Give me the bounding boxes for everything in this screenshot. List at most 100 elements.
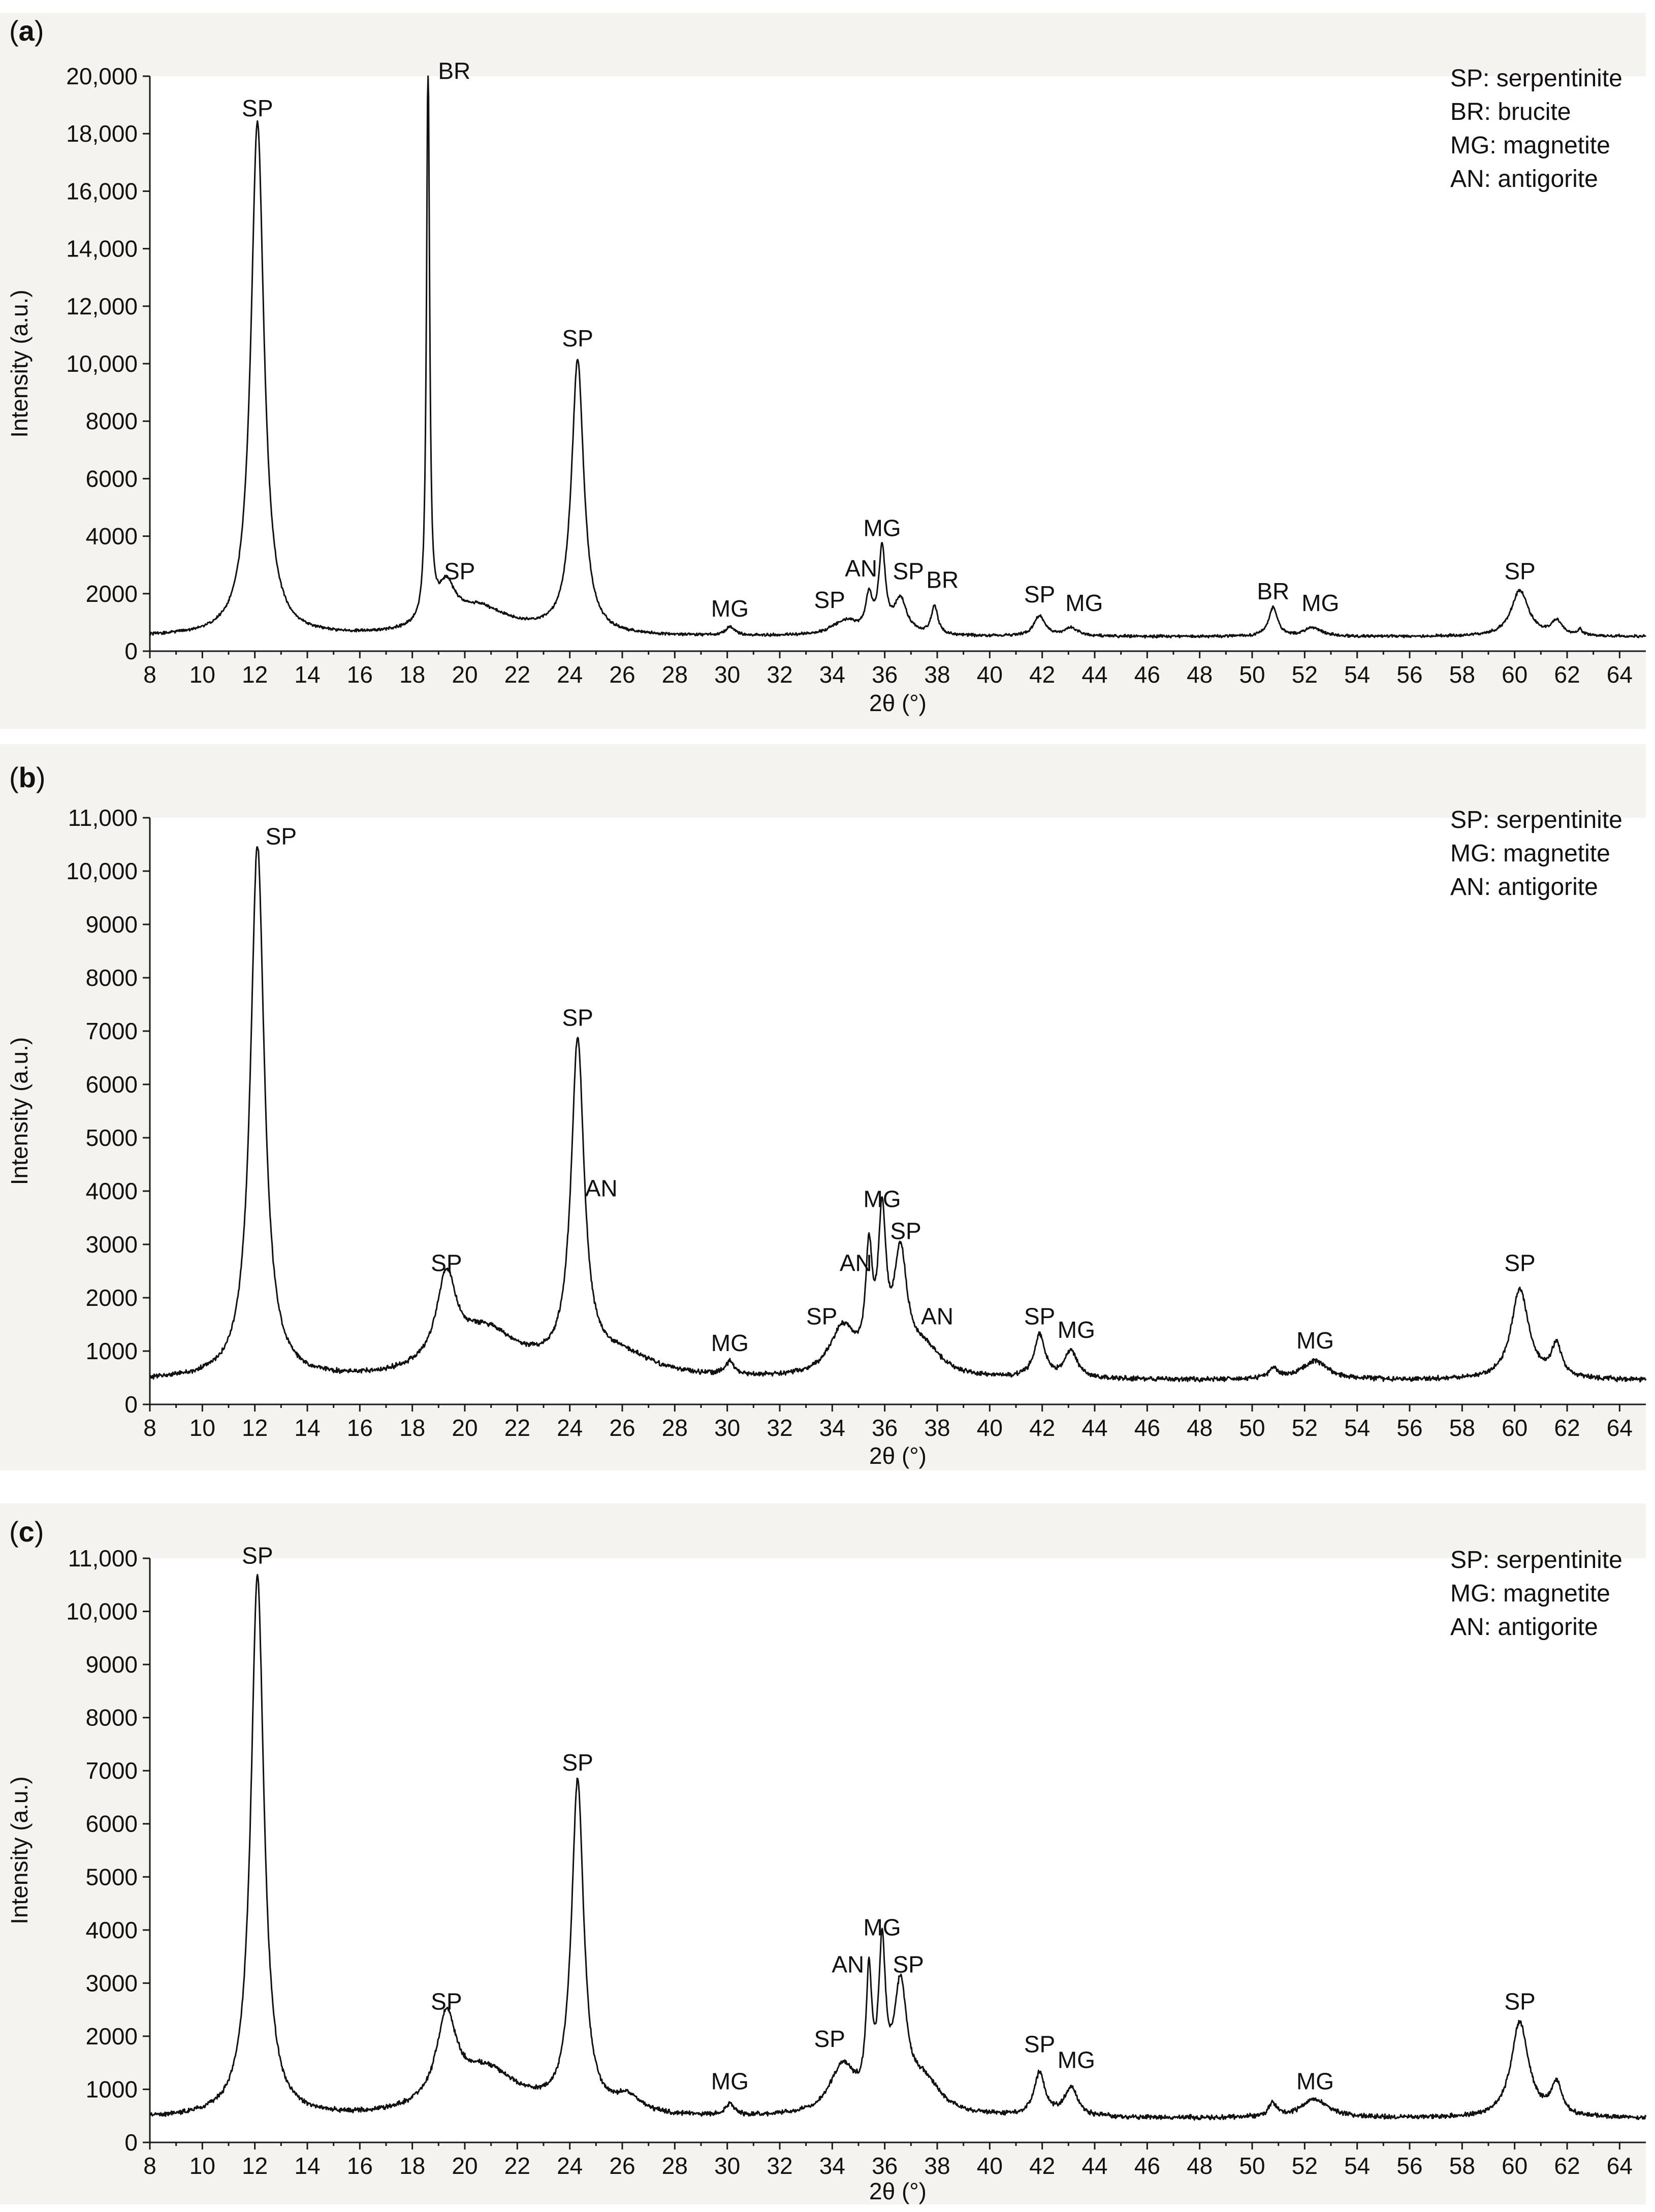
peak-label: MG <box>1058 2047 1095 2073</box>
peak-label: SP <box>431 1250 462 1276</box>
peak-label: SP <box>242 1542 273 1568</box>
x-tick-label: 38 <box>924 661 950 688</box>
x-tick-label: 56 <box>1396 1415 1422 1441</box>
x-tick-label: 52 <box>1292 2153 1318 2179</box>
x-tick-label: 24 <box>557 1415 583 1441</box>
y-tick-label: 10,000 <box>66 350 138 377</box>
y-tick-label: 3000 <box>86 1231 138 1258</box>
y-tick-label: 4000 <box>86 523 138 550</box>
peak-label: MG <box>1296 2068 1334 2094</box>
x-tick-label: 24 <box>557 2153 583 2179</box>
peak-label: AN <box>840 1250 872 1276</box>
peak-label: SP <box>1504 558 1535 585</box>
x-tick-label: 10 <box>189 2153 215 2179</box>
x-axis-label: 2θ (°) <box>869 690 927 716</box>
x-tick-label: 30 <box>714 661 740 688</box>
x-tick-label: 12 <box>242 2153 268 2179</box>
x-tick-label: 60 <box>1502 1415 1527 1441</box>
peak-label: SP <box>242 95 273 121</box>
peak-label: SP <box>562 1005 593 1031</box>
x-tick-label: 32 <box>767 2153 792 2179</box>
peak-label: SP <box>1024 2031 1055 2057</box>
x-tick-label: 36 <box>872 1415 898 1441</box>
xrd-pattern-line <box>149 1574 1647 2121</box>
x-tick-label: 42 <box>1029 1415 1055 1441</box>
legend-entry: MG: magnetite <box>1450 840 1610 867</box>
x-tick-label: 64 <box>1607 661 1633 688</box>
x-tick-label: 16 <box>347 2153 373 2179</box>
x-tick-label: 8 <box>143 661 156 688</box>
y-tick-label: 5000 <box>86 1864 138 1890</box>
peak-label: AN <box>921 1303 953 1330</box>
x-tick-label: 46 <box>1134 1415 1160 1441</box>
x-tick-label: 48 <box>1187 661 1213 688</box>
y-tick-label: 9000 <box>86 911 138 938</box>
y-tick-label: 20,000 <box>66 63 138 89</box>
y-tick-label: 0 <box>124 2129 138 2156</box>
x-tick-label: 48 <box>1187 1415 1213 1441</box>
peak-label: BR <box>1257 578 1289 604</box>
peak-label: MG <box>1065 590 1103 616</box>
x-tick-label: 12 <box>242 661 268 688</box>
panel-label: (b) <box>9 761 46 793</box>
panel-b: (b) 8 10 12 14 16 18 20 22 24 26 28 30 32 34 36 38 40 42 44… <box>0 744 1647 1470</box>
x-tick-label: 34 <box>819 1415 845 1441</box>
x-tick-label: 20 <box>452 661 478 688</box>
x-tick-label: 64 <box>1607 1415 1633 1441</box>
y-tick-label: 9000 <box>86 1651 138 1678</box>
x-tick-label: 14 <box>294 661 320 688</box>
x-tick-label: 26 <box>609 1415 635 1441</box>
y-tick-label: 12,000 <box>66 293 138 319</box>
y-tick-label: 2000 <box>86 581 138 607</box>
x-tick-label: 16 <box>347 1415 373 1441</box>
x-tick-label: 44 <box>1081 2153 1107 2179</box>
x-tick-label: 46 <box>1134 661 1160 688</box>
peak-label: MG <box>711 2068 749 2094</box>
x-tick-label: 14 <box>294 1415 320 1441</box>
x-tick-label: 30 <box>714 2153 740 2179</box>
y-tick-label: 2000 <box>86 1285 138 1311</box>
peak-label: SP <box>890 1218 921 1244</box>
panel-a: (a) 8 10 12 14 16 18 20 22 24 26 28 30 32 34 36 38 40 42 44… <box>0 13 1647 729</box>
peak-label: MG <box>1058 1317 1095 1343</box>
peak-label: BR <box>926 566 959 593</box>
x-tick-label: 16 <box>347 661 373 688</box>
y-tick-label: 1000 <box>86 2076 138 2102</box>
x-axis-label: 2θ (°) <box>869 2178 927 2204</box>
legend-entry: AN: antigorite <box>1450 1614 1598 1641</box>
peak-label: AN <box>832 1951 864 1977</box>
x-tick-label: 56 <box>1396 661 1422 688</box>
x-tick-label: 64 <box>1607 2153 1633 2179</box>
peak-label: MG <box>1301 590 1339 616</box>
peak-label: MG <box>711 595 749 622</box>
x-tick-label: 18 <box>399 2153 425 2179</box>
x-tick-label: 50 <box>1239 2153 1265 2179</box>
peak-label: SP <box>562 1749 593 1776</box>
x-tick-label: 42 <box>1029 2153 1055 2179</box>
x-tick-label: 54 <box>1344 2153 1370 2179</box>
y-axis-label: Intensity (a.u.) <box>6 290 33 437</box>
y-tick-label: 10,000 <box>66 858 138 884</box>
legend-entry: MG: magnetite <box>1450 1580 1610 1607</box>
x-tick-label: 34 <box>819 2153 845 2179</box>
x-tick-label: 40 <box>977 1415 1003 1441</box>
legend-entry: SP: serpentinite <box>1450 65 1622 92</box>
x-tick-label: 56 <box>1396 2153 1422 2179</box>
y-tick-label: 8000 <box>86 965 138 991</box>
x-tick-label: 60 <box>1502 2153 1527 2179</box>
y-tick-label: 8000 <box>86 408 138 434</box>
peak-label: BR <box>438 58 470 84</box>
x-tick-label: 14 <box>294 2153 320 2179</box>
x-tick-label: 34 <box>819 661 845 688</box>
x-tick-label: 8 <box>143 2153 156 2179</box>
y-tick-label: 3000 <box>86 1970 138 1996</box>
x-tick-label: 48 <box>1187 2153 1213 2179</box>
x-tick-label: 44 <box>1081 1415 1107 1441</box>
peak-label: MG <box>863 1186 901 1212</box>
peak-label: SP <box>266 823 297 850</box>
x-tick-label: 46 <box>1134 2153 1160 2179</box>
y-tick-label: 6000 <box>86 465 138 492</box>
x-tick-label: 62 <box>1554 2153 1580 2179</box>
x-tick-label: 52 <box>1292 1415 1318 1441</box>
x-tick-label: 36 <box>872 2153 898 2179</box>
